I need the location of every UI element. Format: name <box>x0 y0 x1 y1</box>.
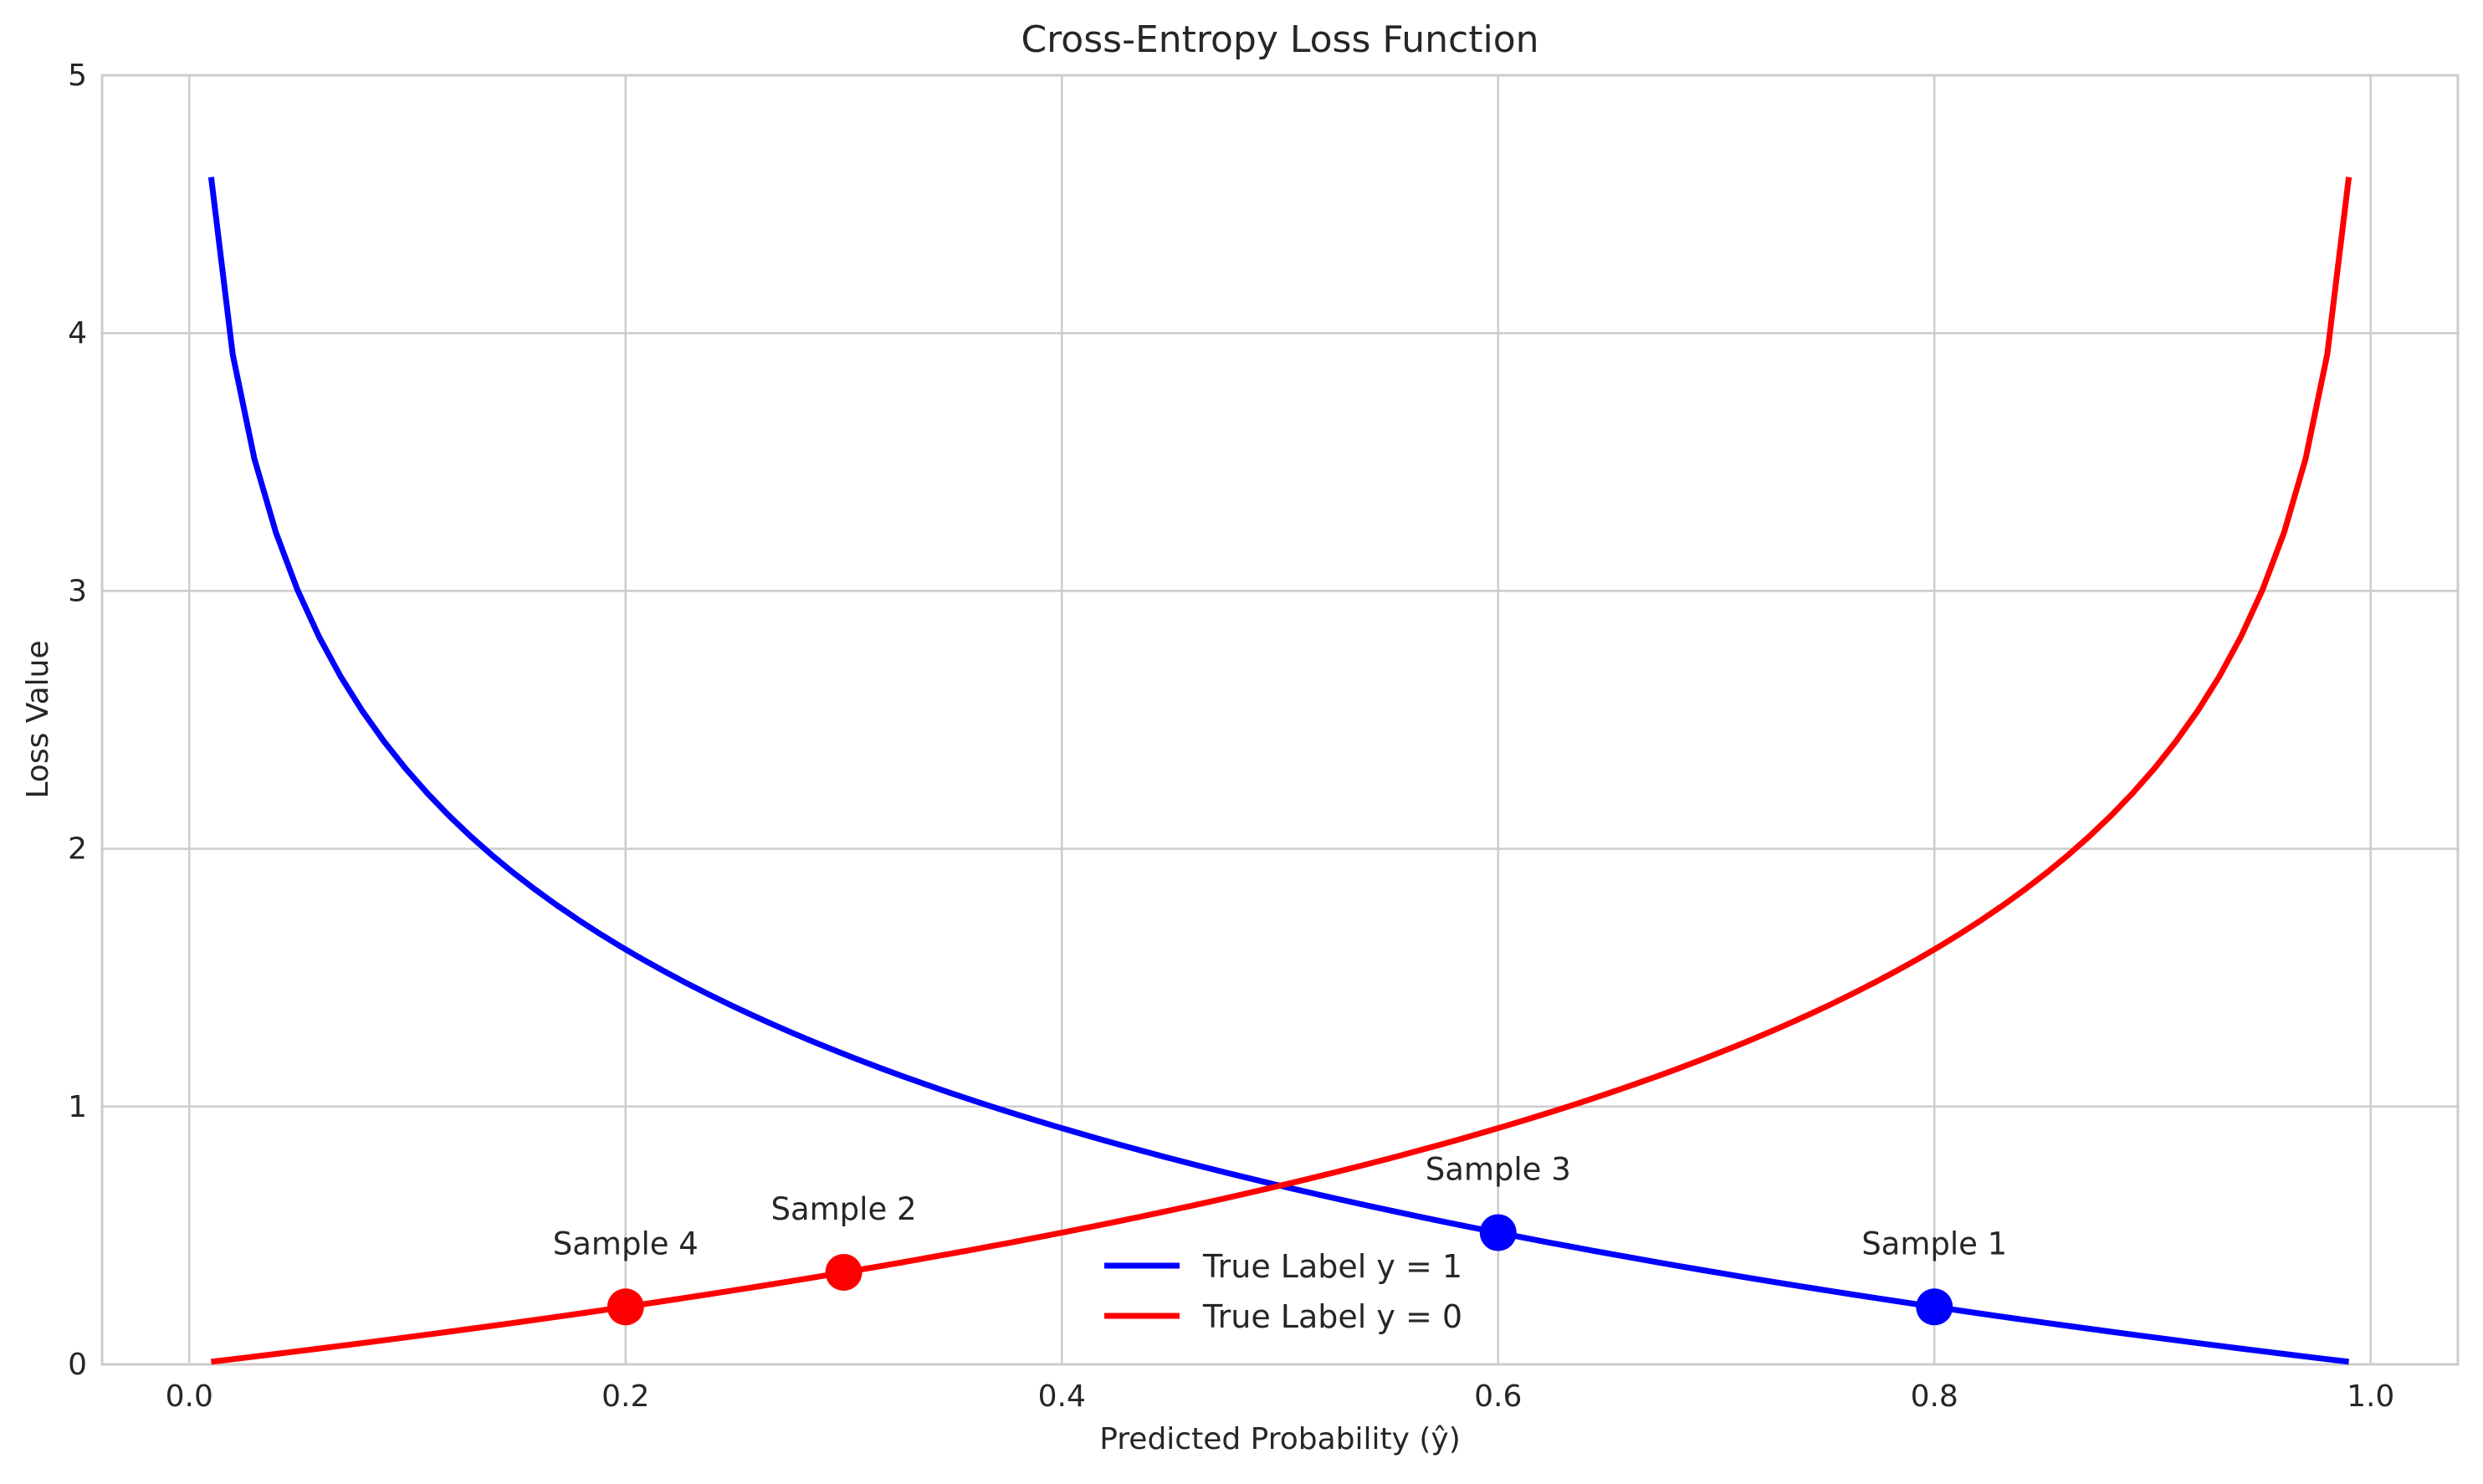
y-tick-label: 0 <box>68 1348 87 1382</box>
chart-title: Cross-Entropy Loss Function <box>1021 18 1538 61</box>
y-tick-label: 1 <box>68 1090 87 1124</box>
legend: True Label y = 1 True Label y = 0 <box>1104 1248 1462 1335</box>
grid <box>102 75 2458 1364</box>
x-tick-label: 0.0 <box>166 1379 213 1414</box>
data-point <box>1916 1288 1953 1326</box>
legend-label-y0: True Label y = 0 <box>1202 1298 1462 1335</box>
x-tick-label: 0.2 <box>602 1379 649 1414</box>
y-tick-label: 4 <box>68 316 87 351</box>
point-annotation: Sample 2 <box>770 1191 916 1227</box>
x-tick-label: 0.4 <box>1038 1379 1086 1414</box>
x-axis-label: Predicted Probability (ŷ) <box>1099 1422 1461 1456</box>
data-point <box>825 1253 863 1291</box>
x-tick-label: 0.8 <box>1911 1379 1958 1414</box>
y-axis-label: Loss Value <box>21 640 55 798</box>
data-point <box>607 1288 644 1326</box>
y-tick-label: 3 <box>68 574 87 608</box>
legend-label-y1: True Label y = 1 <box>1202 1248 1462 1285</box>
data-point <box>1479 1214 1517 1251</box>
point-annotation: Sample 4 <box>553 1226 699 1261</box>
point-annotation: Sample 1 <box>1861 1226 2007 1261</box>
series-layer <box>207 177 2352 1365</box>
points-layer: Sample 1 Sample 2 Sample 3 Sample 4 <box>553 1152 2007 1326</box>
y-tick-label: 5 <box>68 59 87 93</box>
x-tick-label: 1.0 <box>2347 1379 2394 1414</box>
ticks-layer: 0.0 0.2 0.4 0.6 0.8 1.0 0 1 2 3 4 5 <box>68 59 2394 1414</box>
y-tick-label: 2 <box>68 832 87 867</box>
series-line-y0 <box>210 177 2352 1365</box>
plot-background <box>100 74 2460 1366</box>
point-annotation: Sample 3 <box>1426 1152 1571 1188</box>
x-tick-label: 0.6 <box>1474 1379 1522 1414</box>
